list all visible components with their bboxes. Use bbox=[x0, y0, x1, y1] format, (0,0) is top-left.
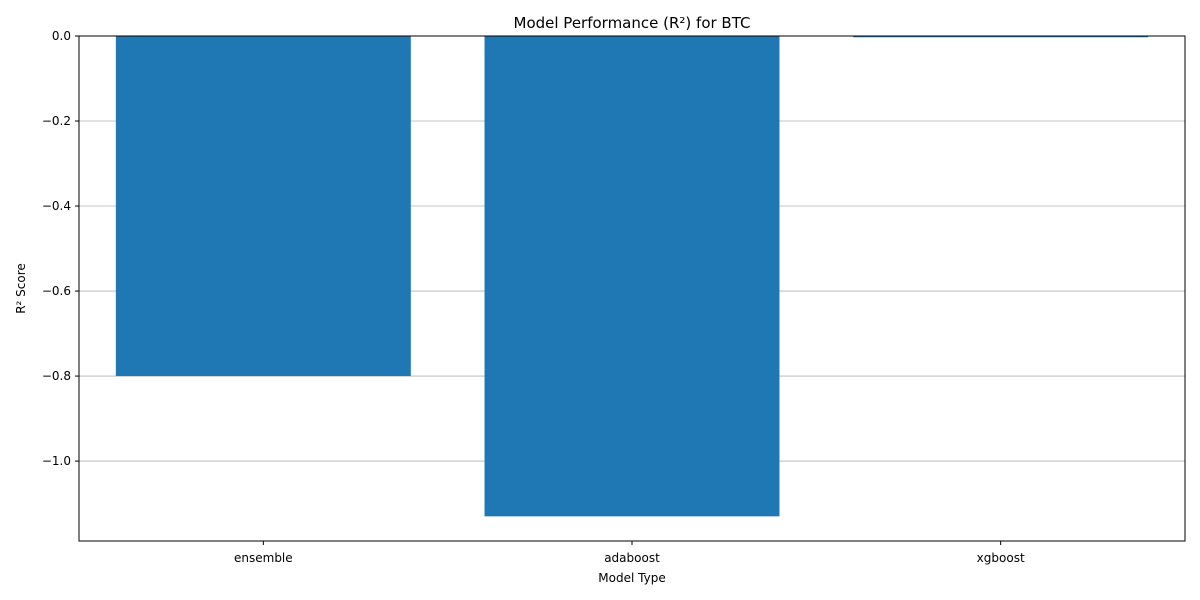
x-tick-label-ensemble: ensemble bbox=[234, 551, 293, 565]
y-tick-label: −0.6 bbox=[42, 284, 71, 298]
y-tick-label: −0.4 bbox=[42, 199, 71, 213]
bars bbox=[115, 36, 1149, 517]
chart-title: Model Performance (R²) for BTC bbox=[514, 14, 751, 32]
bar-adaboost bbox=[484, 36, 780, 517]
y-axis-label: R² Score bbox=[14, 263, 28, 314]
y-tick-label: −1.0 bbox=[42, 454, 71, 468]
x-axis-label: Model Type bbox=[598, 571, 665, 585]
bar-xgboost bbox=[853, 36, 1149, 38]
plot-frame bbox=[78, 35, 1186, 542]
bar-ensemble bbox=[115, 36, 411, 377]
x-tick-label-xgboost: xgboost bbox=[977, 551, 1025, 565]
y-tick-label: −0.2 bbox=[42, 114, 71, 128]
y-tick-label: 0.0 bbox=[52, 29, 71, 43]
y-tick-label: −0.8 bbox=[42, 369, 71, 383]
x-tick-label-adaboost: adaboost bbox=[604, 551, 660, 565]
axis-ticks: 0.0 −0.2 −0.4 −0.6 −0.8 −1.0 ensemble adaboost x… bbox=[42, 29, 1025, 565]
